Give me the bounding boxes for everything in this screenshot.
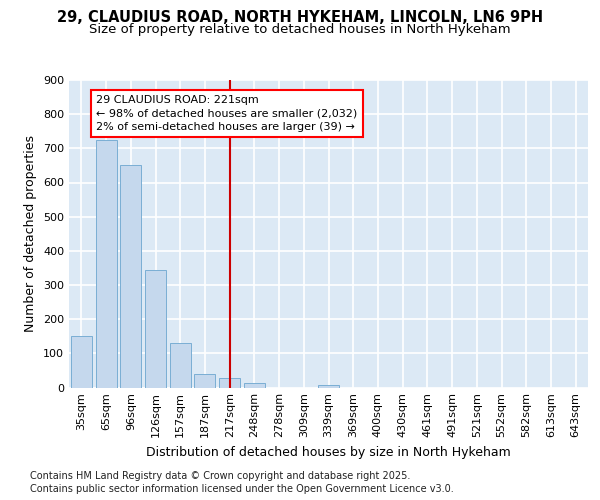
- X-axis label: Distribution of detached houses by size in North Hykeham: Distribution of detached houses by size …: [146, 446, 511, 459]
- Bar: [95, 140, 116, 388]
- Bar: [194, 374, 215, 388]
- Text: Contains HM Land Registry data © Crown copyright and database right 2025.: Contains HM Land Registry data © Crown c…: [30, 471, 410, 481]
- Y-axis label: Number of detached properties: Number of detached properties: [25, 135, 37, 332]
- Bar: [71, 336, 92, 388]
- Text: Size of property relative to detached houses in North Hykeham: Size of property relative to detached ho…: [89, 22, 511, 36]
- Bar: [244, 384, 265, 388]
- Bar: [219, 378, 240, 388]
- Text: Contains public sector information licensed under the Open Government Licence v3: Contains public sector information licen…: [30, 484, 454, 494]
- Bar: [145, 270, 166, 388]
- Bar: [170, 343, 191, 388]
- Text: 29, CLAUDIUS ROAD, NORTH HYKEHAM, LINCOLN, LN6 9PH: 29, CLAUDIUS ROAD, NORTH HYKEHAM, LINCOL…: [57, 10, 543, 26]
- Text: 29 CLAUDIUS ROAD: 221sqm
← 98% of detached houses are smaller (2,032)
2% of semi: 29 CLAUDIUS ROAD: 221sqm ← 98% of detach…: [96, 96, 358, 132]
- Bar: [318, 385, 339, 388]
- Bar: [120, 166, 141, 388]
